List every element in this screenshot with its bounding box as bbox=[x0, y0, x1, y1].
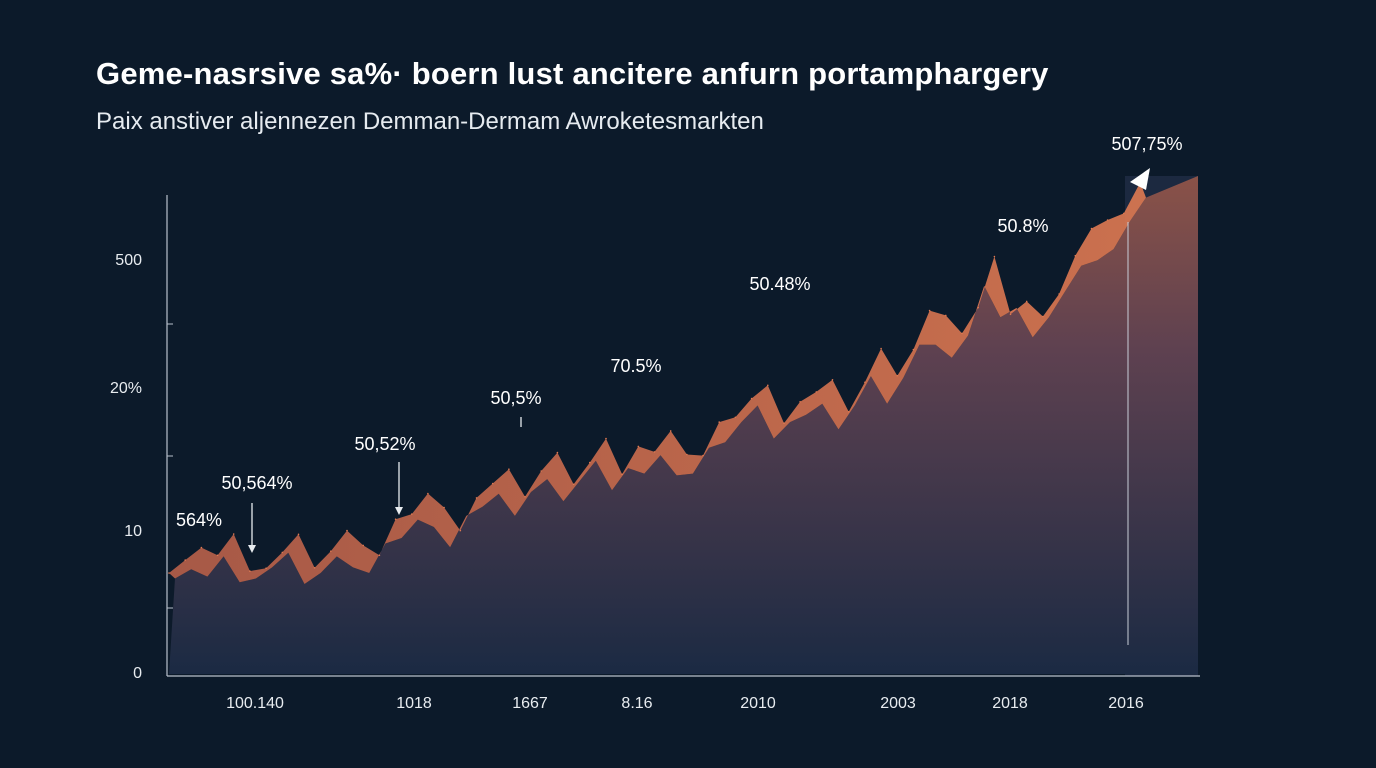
data-label: 70.5% bbox=[610, 356, 661, 376]
data-point-44 bbox=[880, 347, 882, 350]
y-tick-label: 500 bbox=[115, 252, 142, 269]
data-point-40 bbox=[815, 391, 818, 393]
x-tick-label: 2016 bbox=[1108, 695, 1144, 712]
data-point-38 bbox=[783, 422, 785, 425]
data-point-18 bbox=[459, 529, 462, 532]
data-point-36 bbox=[750, 397, 753, 400]
data-point-7 bbox=[281, 551, 284, 554]
y-tick-label: 10 bbox=[124, 523, 142, 540]
data-point-15 bbox=[411, 513, 413, 515]
data-point-55 bbox=[1058, 293, 1060, 295]
data-point-32 bbox=[686, 453, 688, 456]
x-tick-label: 100.140 bbox=[226, 695, 284, 712]
data-point-26 bbox=[589, 461, 591, 464]
chart-subtitle: Paix anstiver aljennezen Demman-Dermam A… bbox=[96, 108, 764, 135]
data-point-19 bbox=[475, 497, 478, 499]
data-point-6 bbox=[265, 567, 267, 569]
annotation-arrows bbox=[248, 168, 1150, 553]
data-point-1 bbox=[184, 559, 186, 561]
data-point-34 bbox=[718, 421, 720, 423]
data-point-39 bbox=[799, 401, 801, 403]
data-label: 50,52% bbox=[354, 434, 415, 454]
data-label: 564% bbox=[176, 510, 222, 530]
data-point-22 bbox=[524, 496, 526, 498]
data-label: 50,564% bbox=[221, 473, 292, 493]
x-tick-label: 8.16 bbox=[621, 695, 652, 712]
data-point-42 bbox=[847, 411, 850, 413]
data-point-2 bbox=[200, 546, 203, 549]
data-label: 50.48% bbox=[749, 274, 810, 294]
y-axis-ticks bbox=[167, 323, 173, 609]
series-area bbox=[169, 176, 1198, 674]
data-point-49 bbox=[961, 332, 963, 335]
data-point-12 bbox=[362, 544, 365, 547]
data-point-45 bbox=[896, 374, 899, 377]
data-point-28 bbox=[621, 473, 623, 476]
data-point-10 bbox=[330, 550, 332, 552]
data-point-46 bbox=[912, 348, 915, 351]
data-point-31 bbox=[669, 430, 672, 432]
data-point-50 bbox=[977, 306, 979, 309]
x-tick-label: 1018 bbox=[396, 695, 432, 712]
data-label: 507,75% bbox=[1111, 134, 1182, 154]
x-tick-label: 2003 bbox=[880, 695, 916, 712]
data-point-13 bbox=[378, 554, 381, 557]
chart-title: Geme-nasrsive sa%· boern lust ancitere a… bbox=[96, 56, 1049, 91]
x-tick-label: 2010 bbox=[740, 695, 776, 712]
data-point-41 bbox=[831, 379, 834, 381]
data-point-8 bbox=[297, 533, 300, 536]
data-point-58 bbox=[1106, 219, 1109, 221]
data-point-59 bbox=[1123, 212, 1125, 215]
data-point-35 bbox=[734, 416, 737, 419]
data-point-27 bbox=[605, 437, 607, 440]
data-point-5 bbox=[249, 570, 251, 572]
x-tick-label: 1667 bbox=[512, 695, 548, 712]
data-point-25 bbox=[572, 483, 575, 486]
data-label: 50,5% bbox=[490, 388, 541, 408]
data-point-56 bbox=[1074, 254, 1077, 257]
data-point-3 bbox=[216, 554, 219, 557]
x-tick-label: 2018 bbox=[992, 695, 1028, 712]
data-point-11 bbox=[346, 529, 348, 532]
data-point-29 bbox=[637, 445, 640, 448]
data-point-16 bbox=[427, 492, 429, 495]
data-point-54 bbox=[1042, 315, 1044, 318]
data-point-0 bbox=[168, 572, 170, 574]
data-label: 50.8% bbox=[997, 216, 1048, 236]
data-point-37 bbox=[767, 384, 769, 387]
trend-arrowhead bbox=[1130, 168, 1150, 190]
data-point-47 bbox=[928, 309, 931, 312]
data-point-57 bbox=[1090, 227, 1093, 230]
data-point-48 bbox=[945, 314, 947, 317]
data-point-33 bbox=[702, 454, 704, 457]
data-point-23 bbox=[540, 470, 542, 472]
data-point-43 bbox=[864, 381, 866, 384]
data-point-9 bbox=[313, 567, 316, 569]
data-point-4 bbox=[232, 533, 235, 535]
data-point-30 bbox=[653, 451, 656, 453]
data-point-17 bbox=[443, 506, 445, 509]
data-point-53 bbox=[1025, 300, 1028, 303]
y-tick-label: 0 bbox=[133, 665, 142, 682]
data-point-52 bbox=[1009, 313, 1012, 316]
data-point-51 bbox=[993, 255, 996, 258]
data-point-24 bbox=[556, 451, 559, 454]
data-point-14 bbox=[394, 518, 397, 520]
y-tick-label: 20% bbox=[110, 380, 142, 397]
data-point-20 bbox=[491, 482, 494, 485]
data-point-21 bbox=[508, 468, 510, 471]
